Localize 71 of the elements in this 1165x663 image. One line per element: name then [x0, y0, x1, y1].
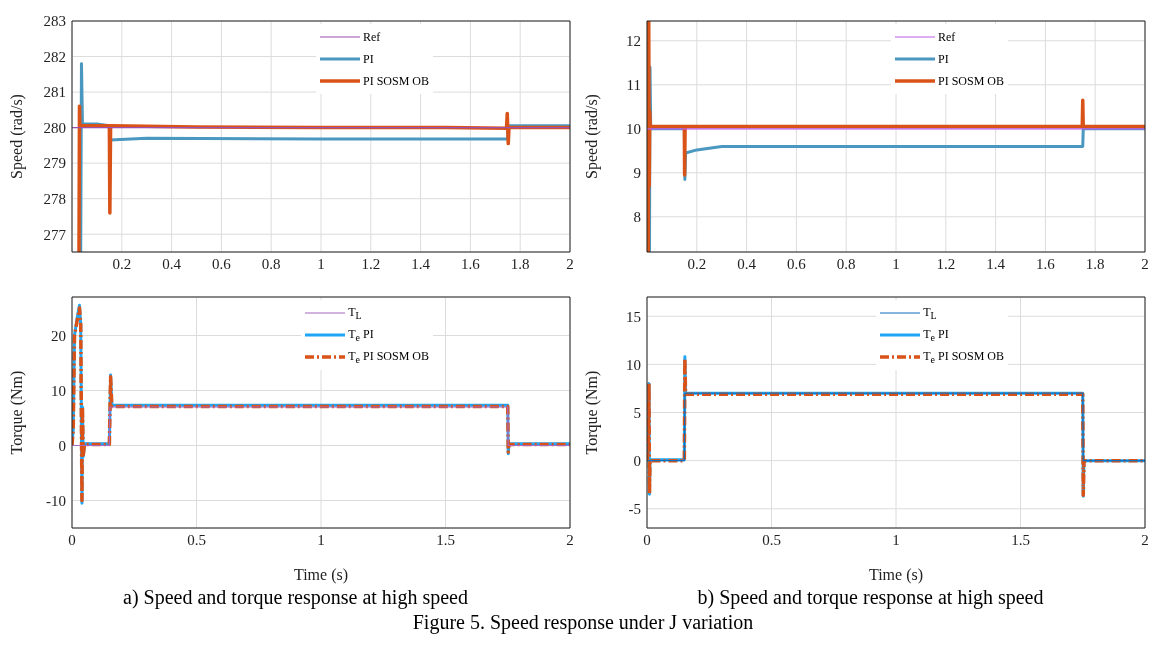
y-tick-label: 8	[633, 209, 641, 226]
y-tick-label: 20	[51, 327, 66, 344]
x-tick-label: 0.5	[187, 531, 206, 548]
x-tick-label: 1	[892, 255, 900, 272]
y-tick-label: 15	[626, 308, 641, 325]
x-axis-title: Time (s)	[293, 566, 349, 584]
y-tick-label: 12	[626, 33, 641, 50]
x-tick-label: 0.2	[687, 255, 707, 272]
y-axis-title: Speed (rad/s)	[7, 94, 26, 179]
legend-label: T$_{e}$ PI SOSM OB	[923, 348, 1004, 366]
legend-label: Ref	[937, 29, 956, 45]
x-tick-label: 1.6	[1036, 255, 1056, 272]
legend-label: PI	[362, 51, 374, 67]
x-tick-label: 0.6	[787, 255, 807, 272]
y-tick-label: 279	[43, 155, 66, 172]
x-tick-label: 0.4	[737, 255, 757, 272]
y-tick-label: 282	[43, 48, 66, 65]
x-tick-label: 1.8	[510, 255, 530, 272]
x-tick-label: 1.6	[461, 255, 481, 272]
y-tick-label: 10	[626, 356, 641, 373]
x-tick-label: 1.4	[411, 255, 431, 272]
y-tick-label: -5	[628, 501, 641, 518]
x-tick-label: 1	[892, 531, 900, 548]
y-tick-label: 278	[43, 191, 66, 208]
legend-label: T$_{L}$	[348, 304, 362, 322]
x-tick-label: 0.4	[162, 255, 182, 272]
x-tick-label: 1.2	[936, 255, 956, 272]
x-tick-label: 2	[1141, 531, 1149, 548]
y-tick-label: 9	[633, 165, 641, 182]
x-tick-label: 2	[566, 531, 574, 548]
x-tick-label: 1	[317, 531, 325, 548]
line-series	[647, 21, 1145, 252]
y-tick-label: 283	[43, 13, 66, 30]
y-tick-label: 0	[58, 437, 66, 454]
legend-label: PI SOSM OB	[362, 73, 429, 89]
x-axis-title: Time (s)	[868, 566, 924, 584]
y-axis-title: Speed (rad/s)	[582, 94, 601, 179]
x-tick-label: 0.6	[212, 255, 232, 272]
legend-label: T$_{e}$ PI SOSM OB	[348, 348, 429, 366]
text: b) Speed and torque response at high speed	[697, 586, 1044, 608]
y-tick-label: 277	[43, 226, 67, 243]
x-tick-label: 2	[1141, 255, 1149, 272]
x-tick-label: 0.2	[112, 255, 132, 272]
y-tick-label: 11	[626, 77, 641, 94]
caption: Figure 5. Speed response under J variation	[412, 611, 754, 633]
x-tick-label: 1	[317, 255, 325, 272]
y-tick-label: 10	[626, 121, 641, 138]
legend-label: Ref	[362, 29, 381, 45]
x-tick-label: 0.8	[261, 255, 281, 272]
y-axis-title: Torque (Nm)	[582, 370, 601, 455]
legend-label: PI SOSM OB	[937, 73, 1004, 89]
text: a) Speed and torque response at high speed	[123, 586, 468, 608]
x-tick-label: 1.5	[1011, 531, 1030, 548]
x-tick-label: 0.5	[762, 531, 781, 548]
y-axis-title: Torque (Nm)	[7, 370, 26, 455]
x-tick-label: 0.8	[836, 255, 856, 272]
y-tick-label: -10	[46, 492, 66, 509]
y-tick-label: 280	[43, 119, 66, 136]
legend-label: PI	[937, 51, 949, 67]
legend-label: T$_{e}$ PI	[348, 326, 374, 344]
legend-label: T$_{L}$	[923, 304, 937, 322]
y-tick-label: 10	[51, 382, 66, 399]
x-tick-label: 1.2	[361, 255, 381, 272]
y-tick-label: 0	[633, 452, 641, 469]
x-tick-label: 2	[566, 255, 574, 272]
y-tick-label: 5	[633, 404, 641, 421]
legend-label: T$_{e}$ PI	[923, 326, 949, 344]
x-tick-label: 1.5	[436, 531, 455, 548]
x-tick-label: 1.4	[986, 255, 1006, 272]
x-tick-label: 1.8	[1085, 255, 1105, 272]
y-tick-label: 281	[43, 84, 66, 101]
